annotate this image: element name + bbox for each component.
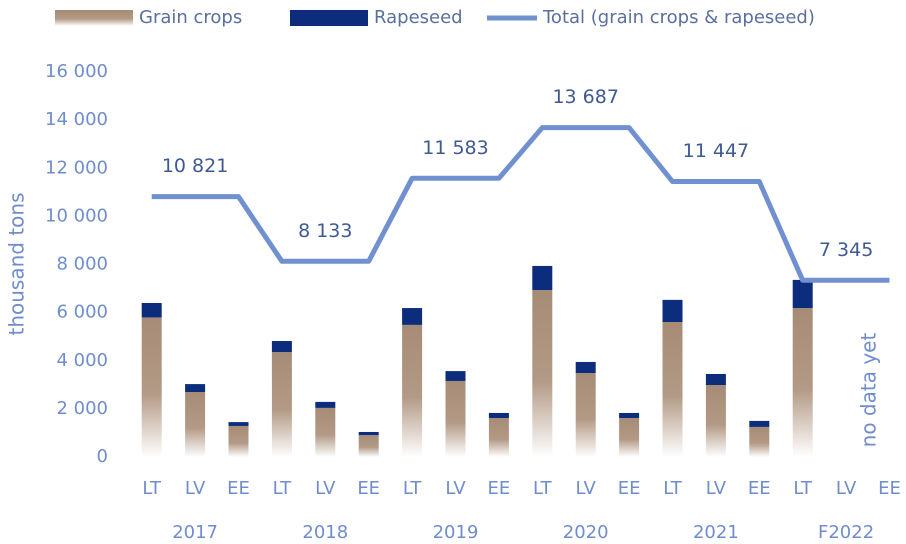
bar: [141, 303, 162, 318]
x-tick-label: LV: [185, 478, 206, 499]
y-axis-title: thousand tons: [5, 192, 29, 335]
group-label: 2020: [563, 522, 609, 543]
bar: [228, 425, 249, 457]
y-tick-label: 12 000: [45, 157, 108, 178]
bar: [271, 341, 292, 353]
bar: [271, 352, 292, 457]
x-tick-label: LT: [273, 478, 293, 499]
bar: [315, 401, 336, 408]
group-label: 2018: [302, 522, 348, 543]
bar: [575, 373, 596, 457]
group-label: 2021: [693, 522, 739, 543]
x-tick-label: LT: [403, 478, 423, 499]
bar: [185, 384, 206, 393]
bar: [402, 308, 423, 325]
bar: [445, 371, 466, 381]
bar: [749, 420, 770, 427]
legend-swatch: [55, 10, 133, 26]
bar: [662, 299, 683, 323]
data-label: 7 345: [819, 239, 873, 261]
group-label: F2022: [818, 522, 874, 543]
x-tick-label: LT: [793, 478, 813, 499]
y-tick-label: 16 000: [45, 61, 108, 82]
bar: [619, 418, 640, 457]
data-label: 8 133: [298, 220, 352, 242]
bar: [662, 322, 683, 457]
bar: [402, 324, 423, 457]
bar: [575, 361, 596, 374]
y-tick-label: 0: [97, 446, 108, 467]
x-tick-label: EE: [357, 478, 380, 499]
bar: [619, 412, 640, 419]
x-tick-label: LV: [315, 478, 336, 499]
legend-label: Grain crops: [139, 7, 242, 28]
y-tick-label: 10 000: [45, 205, 108, 226]
bar: [532, 265, 553, 291]
y-tick-label: 4 000: [56, 350, 108, 371]
total-line: [151, 125, 890, 283]
y-tick-label: 6 000: [56, 302, 108, 323]
x-tick-label: EE: [748, 478, 771, 499]
group-label: 2019: [433, 522, 479, 543]
x-tick-label: LV: [706, 478, 727, 499]
bar: [488, 418, 509, 457]
legend-label: Rapeseed: [374, 7, 463, 28]
bar: [705, 373, 726, 386]
x-tick-label: LT: [533, 478, 553, 499]
x-tick-label: LV: [576, 478, 597, 499]
x-tick-label: EE: [878, 478, 901, 499]
x-tick-label: EE: [618, 478, 641, 499]
bar: [185, 392, 206, 457]
bar: [532, 290, 553, 457]
y-tick-label: 2 000: [56, 398, 108, 419]
bar: [792, 308, 813, 457]
x-tick-label: LV: [836, 478, 857, 499]
bar: [141, 317, 162, 457]
bar: [705, 385, 726, 457]
x-tick-label: EE: [227, 478, 250, 499]
x-tick-label: LT: [663, 478, 683, 499]
bar: [315, 407, 336, 457]
data-label: 11 447: [683, 140, 749, 162]
x-tick-label: EE: [488, 478, 511, 499]
data-label: 11 583: [422, 137, 488, 159]
y-tick-label: 14 000: [45, 109, 108, 130]
group-label: 2017: [172, 522, 218, 543]
data-label: 13 687: [552, 86, 618, 108]
legend-label: Total (grain crops & rapeseed): [542, 7, 815, 28]
bar: [358, 431, 379, 436]
bar: [488, 412, 509, 419]
bar: [445, 380, 466, 457]
bar: [358, 435, 379, 457]
data-label: 10 821: [162, 155, 228, 177]
bar: [749, 426, 770, 457]
y-tick-label: 8 000: [56, 254, 108, 275]
legend-swatch: [290, 10, 368, 26]
annotation: no data yet: [857, 333, 881, 448]
bar: [228, 422, 249, 426]
bar: [792, 279, 813, 309]
x-tick-label: LT: [142, 478, 162, 499]
x-tick-label: LV: [445, 478, 466, 499]
